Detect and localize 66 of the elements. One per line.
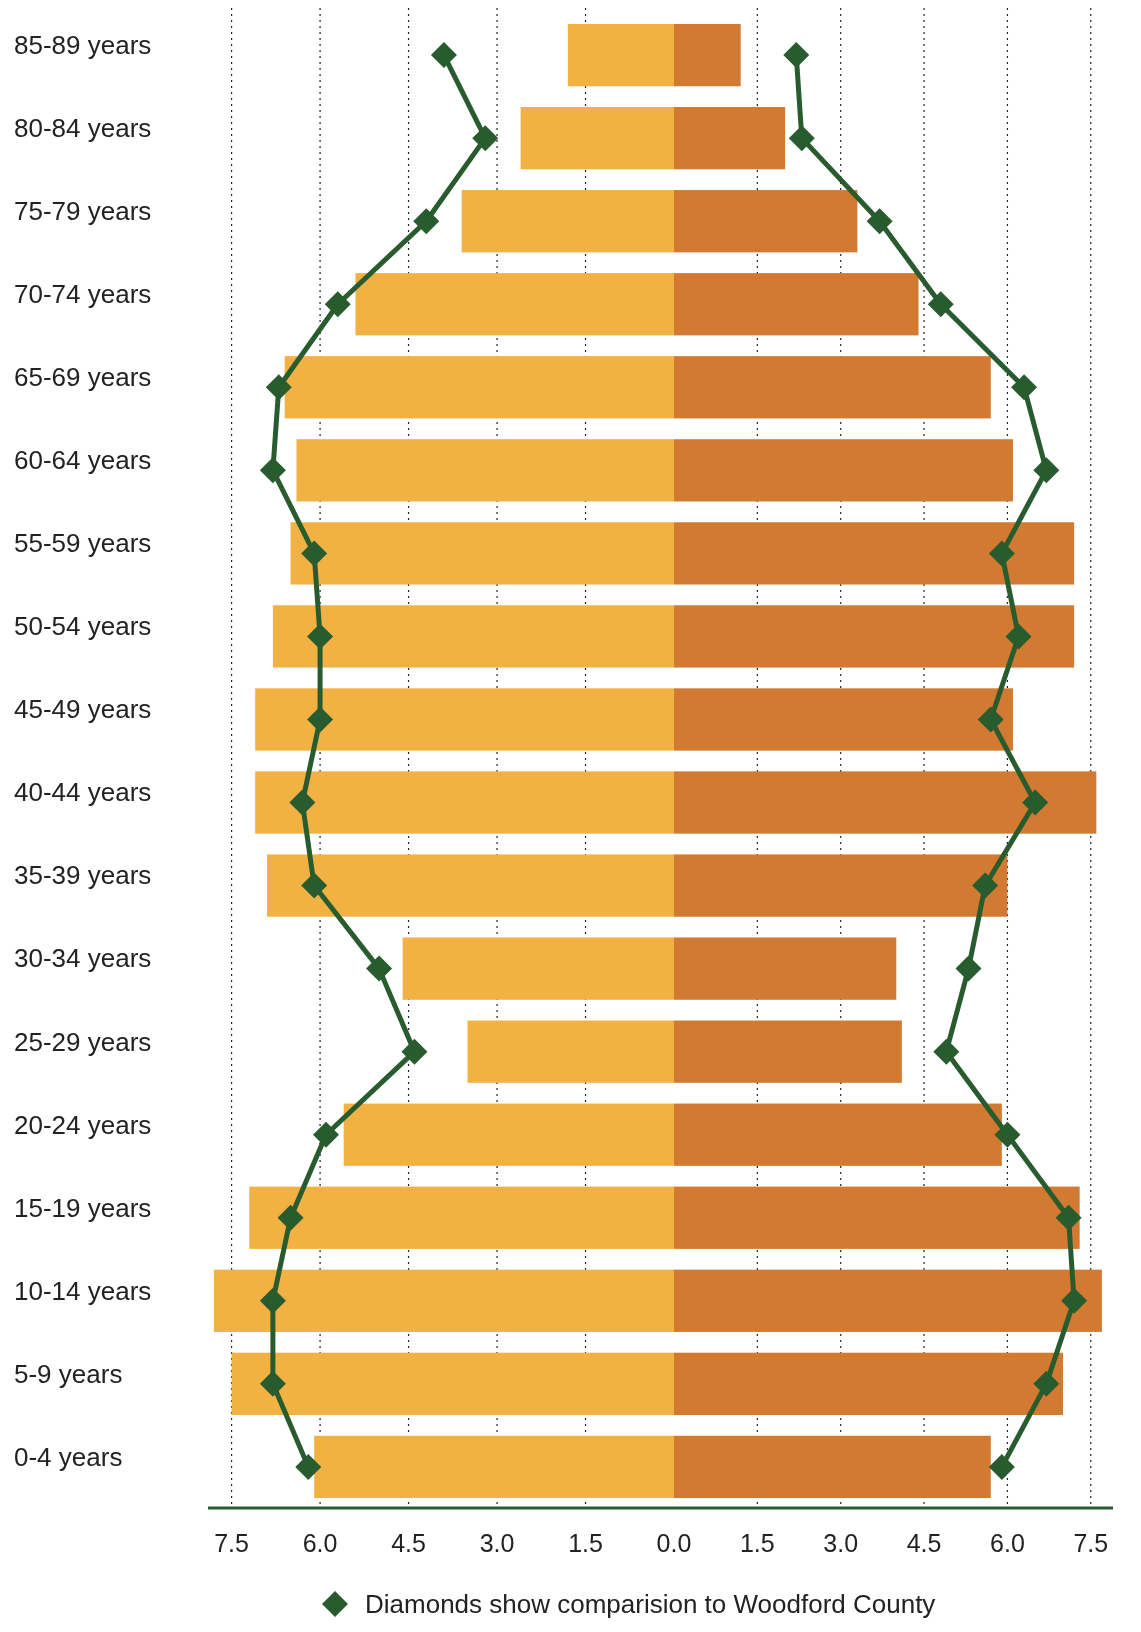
point bbox=[1055, 1204, 1082, 1231]
point bbox=[307, 623, 334, 650]
point bbox=[1022, 789, 1049, 816]
point bbox=[1033, 1370, 1060, 1397]
x-tick-label: 3.0 bbox=[823, 1529, 859, 1557]
legend-label: Diamonds show comparision to Woodford County bbox=[365, 1589, 936, 1619]
point bbox=[430, 42, 457, 69]
y-tick-label: 70-74 years bbox=[14, 279, 152, 310]
y-tick-label: 15-19 years bbox=[14, 1192, 152, 1223]
point bbox=[301, 540, 328, 567]
x-tick-label: 4.5 bbox=[906, 1529, 942, 1557]
point bbox=[994, 1121, 1021, 1148]
point bbox=[933, 1038, 960, 1065]
point bbox=[295, 1453, 322, 1480]
point bbox=[307, 706, 334, 733]
x-tick-label: 6.0 bbox=[990, 1529, 1025, 1557]
point bbox=[413, 208, 440, 235]
y-tick-label: 65-69 years bbox=[14, 362, 152, 393]
y-tick-label: 55-59 years bbox=[14, 528, 152, 559]
x-tick-label: 7.5 bbox=[214, 1529, 249, 1557]
point bbox=[289, 789, 316, 816]
y-tick-label: 20-24 years bbox=[14, 1109, 152, 1140]
x-tick-label: 4.5 bbox=[391, 1529, 426, 1557]
point bbox=[312, 1121, 339, 1148]
y-tick-label: 75-79 years bbox=[14, 196, 152, 227]
y-tick-label: 50-54 years bbox=[14, 611, 152, 642]
point bbox=[977, 706, 1004, 733]
y-tick-label: 45-49 years bbox=[14, 694, 152, 725]
point bbox=[927, 291, 954, 318]
point bbox=[401, 1038, 428, 1065]
x-tick-label: 7.5 bbox=[1073, 1529, 1109, 1557]
x-tick-label: 0.0 bbox=[656, 1529, 692, 1557]
y-tick-label: 35-39 years bbox=[14, 860, 152, 891]
point bbox=[366, 955, 393, 982]
y-tick-label: 5-9 years bbox=[14, 1358, 123, 1389]
point bbox=[988, 1453, 1015, 1480]
point bbox=[324, 291, 351, 318]
point bbox=[1061, 1287, 1088, 1314]
point bbox=[788, 125, 815, 152]
point bbox=[265, 374, 292, 401]
point bbox=[259, 457, 286, 484]
point bbox=[972, 872, 999, 899]
y-tick-label: 85-89 years bbox=[14, 29, 152, 60]
point bbox=[1005, 623, 1032, 650]
point bbox=[277, 1204, 304, 1231]
point bbox=[1011, 374, 1038, 401]
x-tick-label: 6.0 bbox=[302, 1529, 338, 1557]
point bbox=[472, 125, 499, 152]
y-tick-label: 60-64 years bbox=[14, 445, 152, 476]
y-tick-label: 80-84 years bbox=[14, 113, 152, 144]
point bbox=[259, 1370, 286, 1397]
point bbox=[955, 955, 982, 982]
x-tick-label: 1.5 bbox=[568, 1529, 603, 1557]
point bbox=[1033, 457, 1060, 484]
point bbox=[783, 42, 810, 69]
y-tick-label: 40-44 years bbox=[14, 777, 152, 808]
point bbox=[259, 1287, 286, 1314]
y-tick-label: 10-14 years bbox=[14, 1275, 152, 1306]
y-tick-label: 30-34 years bbox=[14, 943, 152, 974]
point bbox=[301, 872, 328, 899]
point bbox=[988, 540, 1015, 567]
x-tick-label: 3.0 bbox=[479, 1529, 515, 1557]
point bbox=[866, 208, 893, 235]
x-tick-label: 1.5 bbox=[739, 1529, 775, 1557]
y-tick-label: 0-4 years bbox=[14, 1441, 123, 1472]
y-tick-label: 25-29 years bbox=[14, 1026, 152, 1057]
